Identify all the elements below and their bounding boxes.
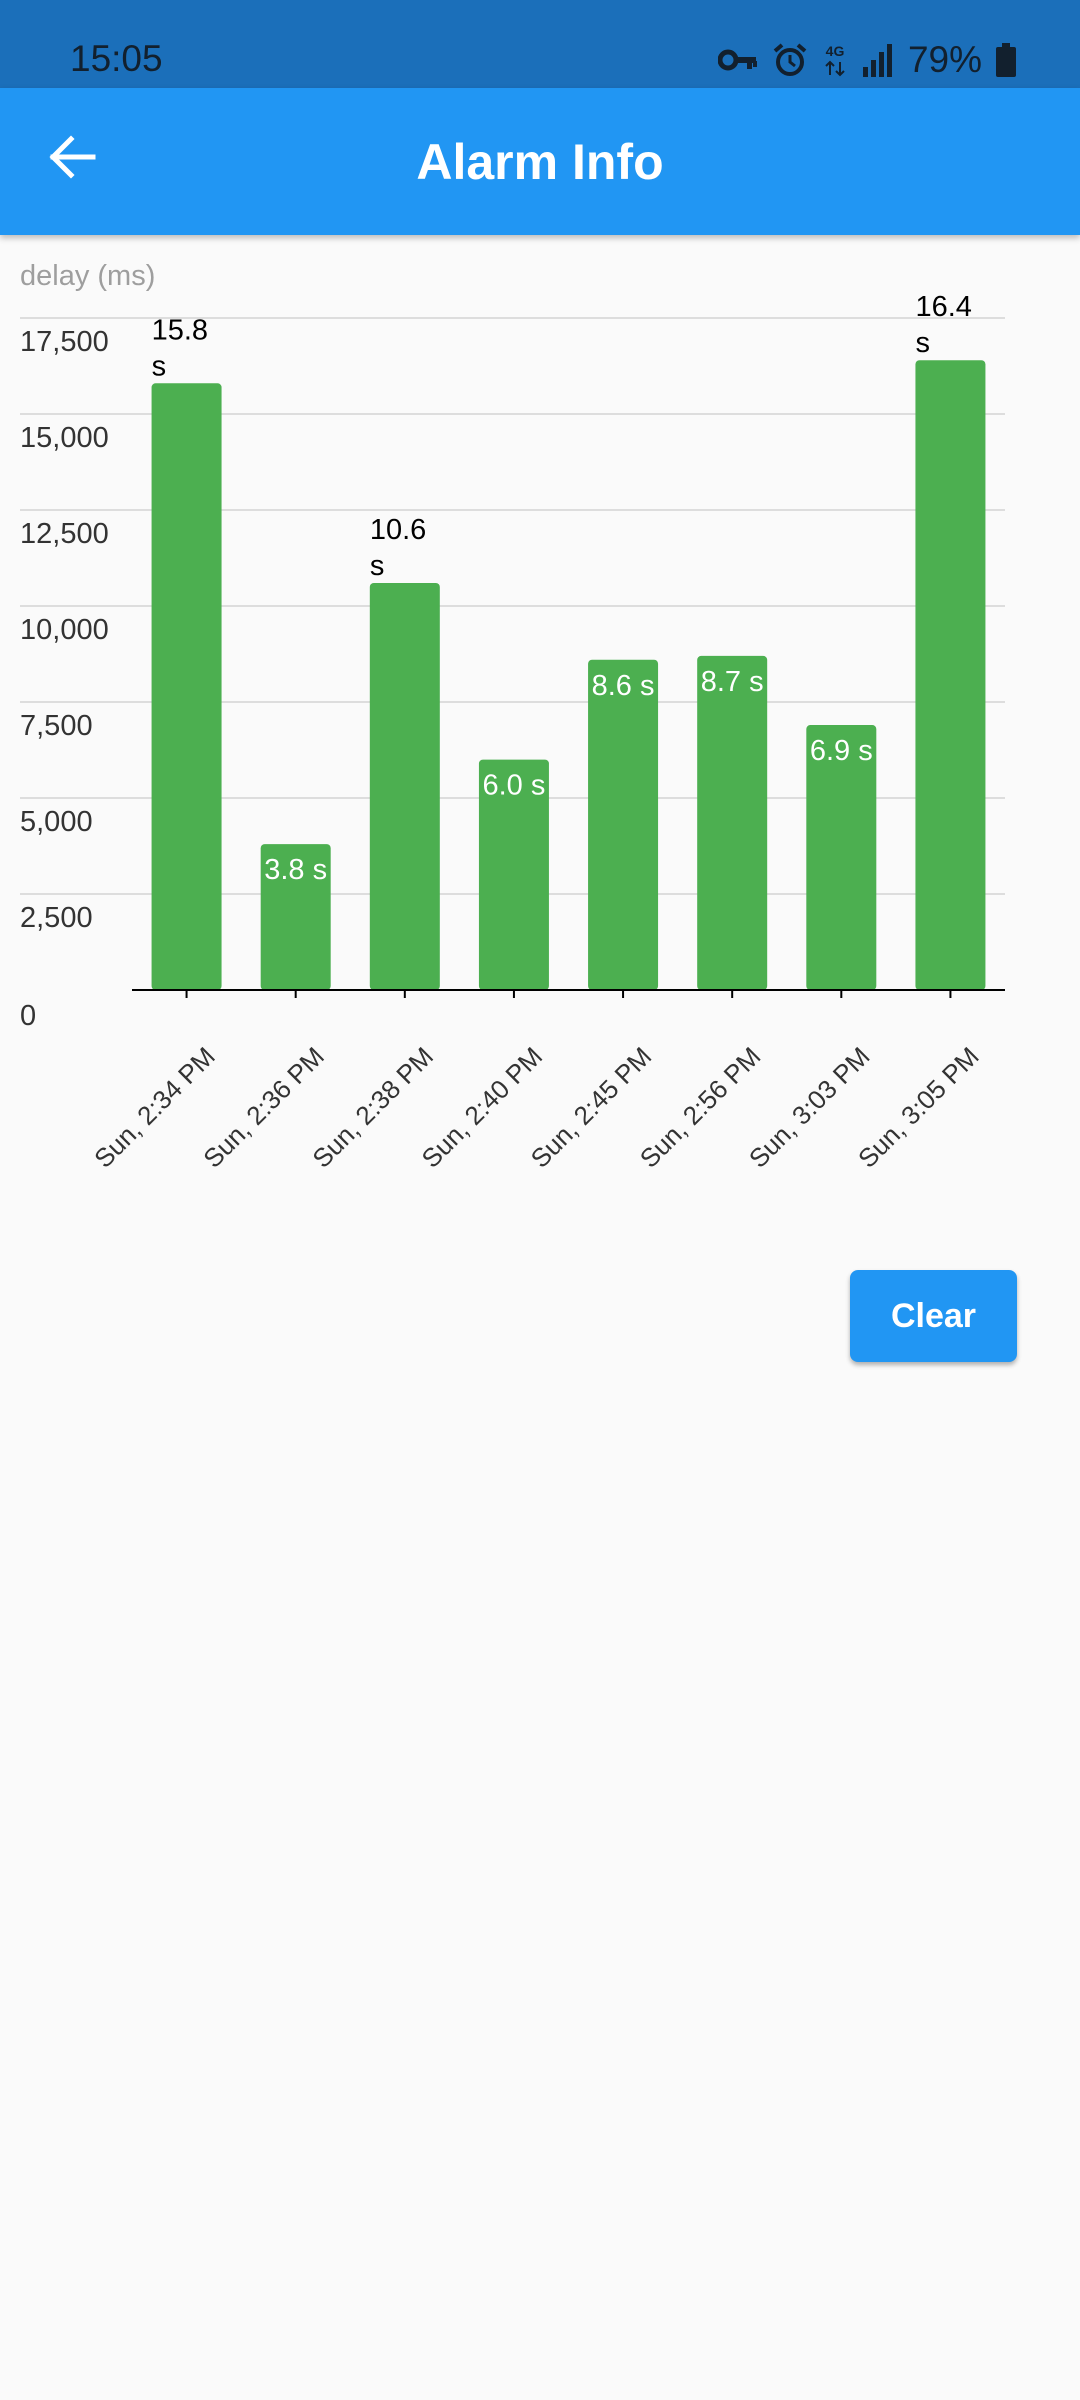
data-labels: 15.8 s 3.8 s 10.6 s 6.0 s 8.6 s 8.7 s 6.9 s 16.4 s (152, 291, 972, 886)
data-label: 10.6 s (370, 514, 426, 582)
status-icons: 4G 79% (717, 39, 1016, 80)
network-label: 4G (826, 43, 845, 59)
alarm-icon (772, 42, 808, 78)
status-bar: 15:05 4G (0, 0, 1080, 88)
delay-chart-svg: delay (ms) 0 2,500 5,000 7,500 10,000 12,500 1… (20, 260, 1005, 1174)
y-tick-label: 2,500 (20, 902, 93, 934)
bar (369, 582, 440, 990)
page-title: Alarm Info (416, 133, 664, 190)
bar (478, 759, 549, 990)
y-tick-label: 5,000 (20, 806, 93, 838)
data-label: 16.4 s (915, 291, 971, 359)
y-tick-label: 10,000 (20, 614, 109, 646)
y-tick-label: 0 (20, 1000, 36, 1032)
bar (151, 383, 222, 990)
bar (588, 659, 659, 990)
data-label: 3.8 s (264, 854, 327, 886)
y-tick-label: 15,000 (20, 422, 109, 454)
arrow-back-icon (49, 135, 96, 179)
y-tick-label: 17,500 (20, 326, 109, 358)
4g-data-icon: 4G (822, 42, 848, 78)
data-label: 6.9 s (810, 735, 873, 767)
data-label: 8.6 s (592, 670, 655, 702)
signal-icon (862, 43, 894, 77)
data-label: 15.8 s (152, 314, 208, 382)
app-bar: Alarm Info (0, 88, 1080, 235)
bar (915, 360, 986, 990)
y-tick-labels: 0 2,500 5,000 7,500 10,000 12,500 15,000 17,500 (20, 326, 109, 1032)
data-label: 8.7 s (701, 666, 764, 698)
delay-chart: delay (ms) 0 2,500 5,000 7,500 10,000 12,500 1… (0, 240, 1080, 1220)
bar (697, 655, 768, 990)
y-axis-label: delay (ms) (20, 260, 155, 292)
battery-percent: 79% (907, 39, 982, 80)
y-tick-label: 7,500 (20, 710, 93, 742)
back-button[interactable] (38, 122, 108, 192)
bars (151, 360, 986, 990)
status-time: 15:05 (70, 38, 163, 79)
battery-icon (996, 43, 1016, 77)
bar (806, 725, 877, 990)
y-tick-label: 12,500 (20, 518, 109, 550)
data-label: 6.0 s (483, 770, 546, 802)
vpn-key-icon (717, 47, 758, 73)
bar (260, 844, 331, 990)
clear-button[interactable]: Clear (850, 1270, 1017, 1362)
